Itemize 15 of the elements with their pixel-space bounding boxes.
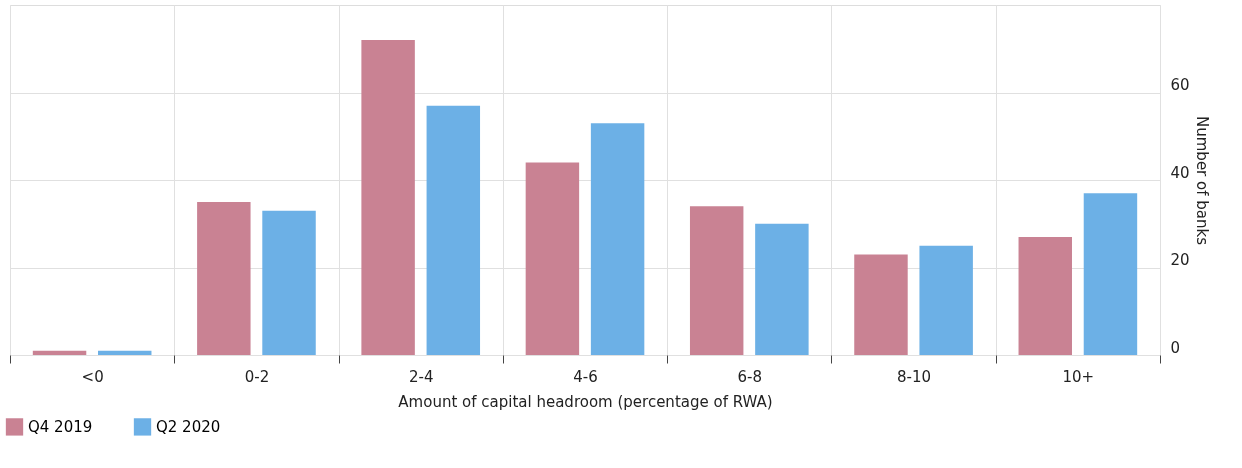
- legend-label: Q4 2019: [28, 417, 93, 436]
- y-tick-label: 20: [1170, 251, 1190, 269]
- y-tick-label: 40: [1170, 163, 1190, 182]
- x-tick-label: 6-8: [737, 367, 763, 386]
- legend-label: Q2 2020: [156, 417, 221, 436]
- y-axis-title: Number of banks: [1192, 116, 1211, 246]
- x-tick-label: 10+: [1062, 367, 1095, 386]
- x-axis-title: Amount of capital headroom (percentage of RWA): [398, 392, 773, 411]
- x-tick-label: 4-6: [573, 367, 598, 386]
- y-tick-label: 60: [1170, 76, 1190, 94]
- y-tick-label: 0: [1170, 338, 1181, 357]
- x-tick-label: 8-10: [897, 367, 932, 386]
- x-tick-label: 2-4: [408, 367, 434, 386]
- x-tick-label: <0: [81, 367, 104, 386]
- x-tick-label: 0-2: [244, 367, 270, 386]
